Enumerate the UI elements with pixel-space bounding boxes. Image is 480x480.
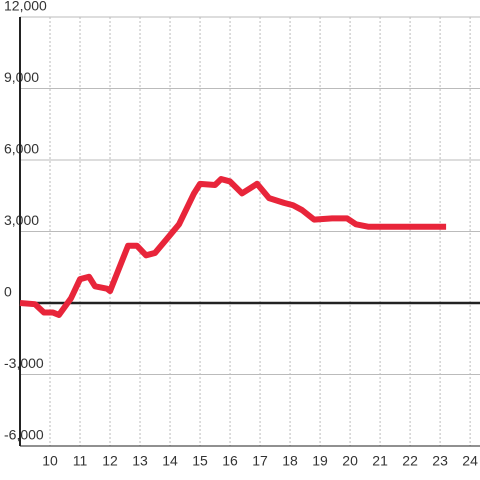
y-tick-label: -6,000 [4,427,44,443]
y-tick-label: 0 [4,284,12,300]
x-tick-label: 18 [282,453,298,469]
x-tick-label: 19 [312,453,328,469]
x-tick-label: 15 [192,453,208,469]
y-tick-label: 3,000 [4,212,39,228]
y-tick-label: 6,000 [4,141,39,157]
x-tick-label: 14 [162,453,178,469]
x-tick-label: 21 [372,453,388,469]
x-tick-label: 22 [402,453,418,469]
line [19,176,447,318]
x-tick-label: 20 [342,453,358,469]
x-tick-label: 23 [432,453,448,469]
y-tick-label: -3,000 [4,355,44,371]
x-tick-label: 10 [42,453,58,469]
x-tick-label: 11 [73,453,88,469]
x-tick-label: 17 [252,453,268,469]
y-tick-label: 9,000 [4,69,39,85]
x-tick-label: 16 [222,453,238,469]
x-tick-label: 13 [132,453,148,469]
x-tick-label: 12 [102,453,118,469]
y-tick-label: 12,000 [4,0,47,14]
x-tick-label: 24 [462,453,478,469]
